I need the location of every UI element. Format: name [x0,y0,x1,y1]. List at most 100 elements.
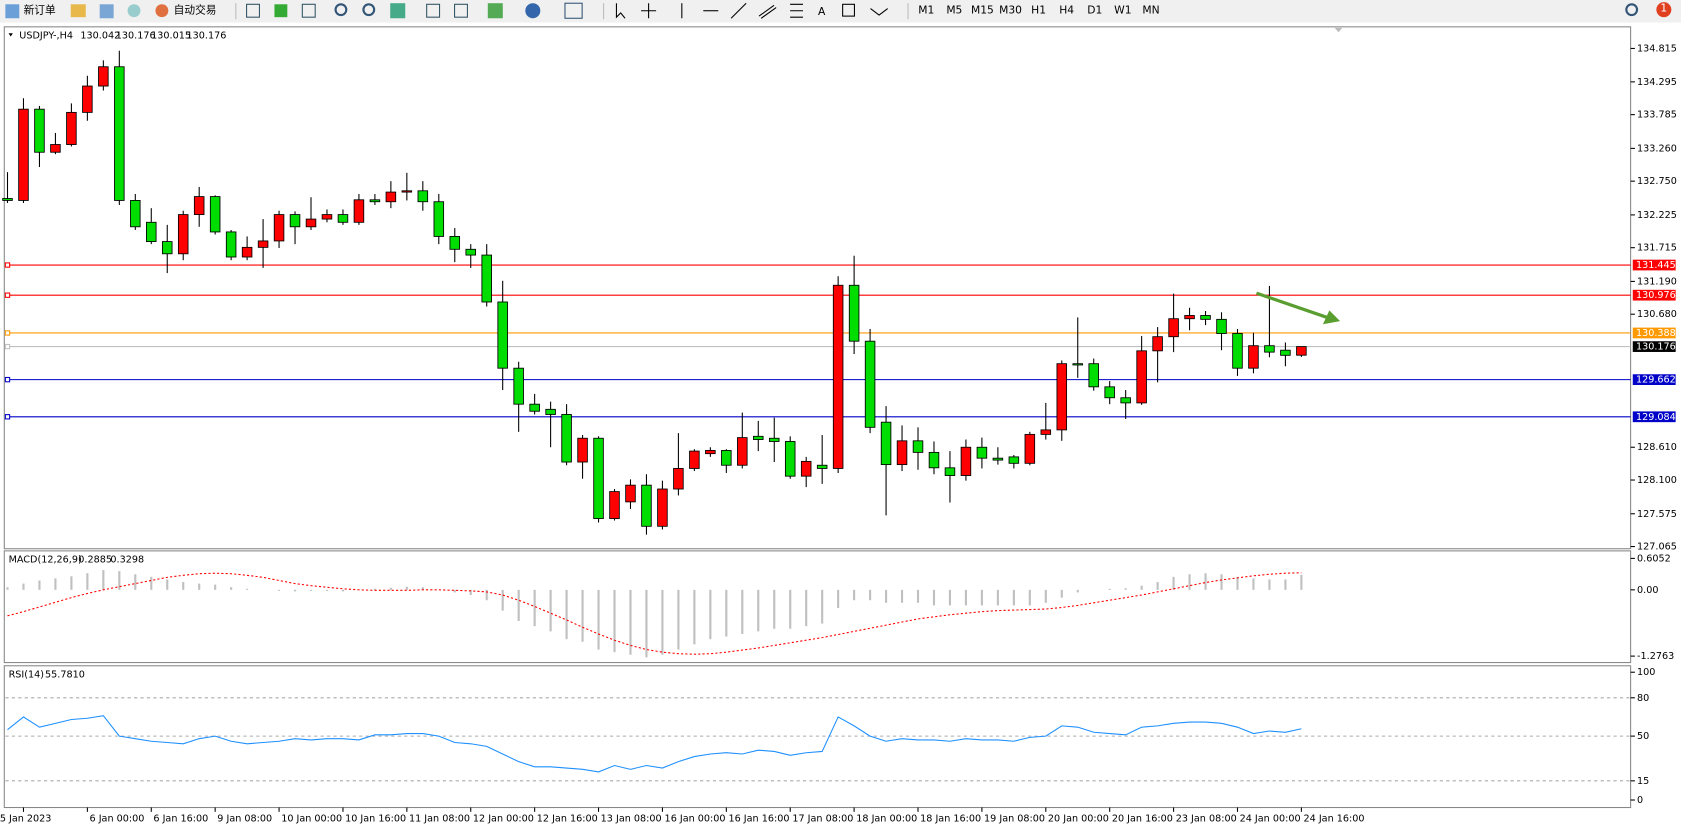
candle-body [2,198,13,201]
crosshair-tool[interactable] [641,3,657,19]
candle-body [130,200,141,228]
x-tick-label: 19 Jan 08:00 [984,813,1045,824]
timeframe-button[interactable]: D1 [1087,4,1102,17]
trendline-tool[interactable] [730,2,747,19]
rsi-last: 55.7810 [45,669,85,680]
candle-body [82,85,93,113]
timeframe-button[interactable]: H1 [1031,4,1046,17]
candle-body [1216,318,1227,334]
candle-body [1104,386,1115,399]
x-tick-label: 18 Jan 16:00 [920,813,981,824]
y-tick-label: 131.715 [1637,243,1677,254]
shapes-tool[interactable] [870,8,888,16]
timeframe-button[interactable]: W1 [1114,4,1131,17]
y-tick-label: 131.190 [1637,276,1677,287]
candle-body [625,484,636,503]
toolbar-icon[interactable] [390,3,406,19]
timeframe-button[interactable]: M1 [918,4,934,17]
y-tick-label: 134.815 [1637,43,1677,54]
level-handle [4,262,11,268]
x-tick-label: 10 Jan 16:00 [345,813,406,824]
candle-body [1008,456,1020,464]
auto-trading-button[interactable]: 自动交易 [174,4,217,17]
candle-body [705,450,716,455]
symbol-label: USDJPY-,H4 [19,30,73,41]
y-tick-label: 15 [1637,776,1649,787]
candle-body [1248,345,1259,369]
timeframe-button[interactable]: H4 [1059,4,1074,17]
last-low: 130.015 [151,30,191,41]
label-tool[interactable] [842,3,855,17]
timeframe-button[interactable]: M15 [971,4,994,17]
candle-body [257,240,269,248]
candle-body [1120,397,1131,404]
y-tick-label: 0.00 [1637,585,1658,596]
level-price-label: 129.662 [1636,375,1676,386]
notifications-badge[interactable] [1656,2,1672,18]
x-tick-label: 23 Jan 08:00 [1176,813,1237,824]
x-tick-label: 17 Jan 08:00 [792,813,853,824]
candle-body [721,450,732,466]
candle-body [50,144,61,153]
zoom-in[interactable] [334,3,348,17]
level-handle [4,330,11,336]
candle-body [880,421,892,466]
zoom-out[interactable] [362,3,376,17]
toolbar-icon[interactable] [246,3,260,18]
templates-button[interactable] [564,2,583,19]
candle-body [737,437,748,466]
toolbar-icon[interactable] [301,3,316,18]
macd-title: MACD(12,26,9) [9,554,82,565]
toolbar-icon[interactable] [70,4,86,18]
candle-body [273,214,285,242]
y-tick-label: 128.610 [1637,442,1677,453]
x-tick-label: 6 Jan 00:00 [90,813,145,824]
candle-body [1152,336,1163,352]
candle-body [992,457,1004,461]
toolbar-icon[interactable] [426,3,441,18]
candle-body [34,108,45,153]
y-tick-label: -1.2763 [1637,651,1674,662]
level-price-label: 131.445 [1636,260,1676,271]
periods-button[interactable] [525,3,541,19]
last-close: 130.176 [187,30,227,41]
candle-body [816,464,828,469]
candle-body [98,66,109,87]
new-order-button[interactable]: 新订单 [24,4,56,17]
x-tick-label: 20 Jan 00:00 [1048,813,1109,824]
candle-body [593,437,604,520]
x-tick-label: 16 Jan 16:00 [728,813,789,824]
candle-body [146,221,157,243]
fibo-tool[interactable] [790,3,803,18]
level-price-bg [1632,411,1676,423]
auto-trading-icon[interactable] [155,4,169,18]
candle-body [960,446,972,476]
candle-body [1296,346,1307,356]
timeframe-button[interactable]: MN [1142,4,1159,17]
indicators-button[interactable] [487,3,503,19]
cursor-tool[interactable] [615,3,626,19]
annotation-arrow [1255,291,1333,321]
new-order-icon[interactable] [5,4,20,19]
search-button[interactable] [1625,3,1639,17]
toolbar-icon[interactable] [454,3,468,18]
candle-body [1056,363,1068,431]
notifications-count: 1 [1660,2,1667,15]
candle-body [1264,345,1275,353]
candle-body [225,231,237,258]
rsi-title: RSI(14) [9,669,44,680]
y-tick-label: 127.065 [1637,542,1677,553]
toolbar-icon[interactable] [99,4,114,19]
timeframe-button[interactable]: M5 [946,4,962,17]
signal-line [7,572,1302,655]
level-price-bg [1632,289,1676,301]
text-tool[interactable]: A [818,5,826,18]
toolbar-icon[interactable] [274,4,288,18]
y-tick-label: 133.785 [1637,110,1677,121]
timeframe-button[interactable]: M30 [999,4,1022,17]
candle-body [161,241,173,255]
channel-tool[interactable] [758,4,777,19]
candle-body [641,484,652,527]
toolbar-icon[interactable] [127,4,141,18]
